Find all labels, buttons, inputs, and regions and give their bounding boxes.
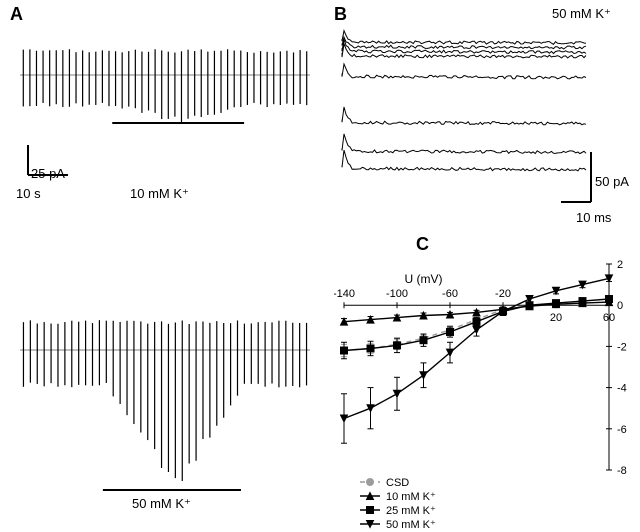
- scale-v-label-a: 25 pA: [31, 166, 65, 181]
- scale-h-label-a: 10 s: [16, 186, 41, 201]
- panel-b-header: 50 mM K⁺: [552, 6, 611, 22]
- svg-text:0: 0: [617, 300, 623, 312]
- bar-label-50k: 50 mM K⁺: [132, 496, 191, 512]
- svg-text:50 mM K⁺: 50 mM K⁺: [386, 519, 436, 530]
- svg-text:I/Cm (pA/pF): I/Cm (pA/pF): [632, 333, 634, 402]
- panel-b-traces: [336, 22, 636, 232]
- svg-text:-140: -140: [334, 288, 355, 300]
- svg-text:10 mM K⁺: 10 mM K⁺: [386, 491, 436, 503]
- panel-a-traces: [10, 20, 330, 530]
- svg-text:-6: -6: [617, 424, 627, 436]
- svg-text:25 mM K⁺: 25 mM K⁺: [386, 505, 436, 517]
- svg-text:-8: -8: [617, 465, 627, 477]
- svg-text:2: 2: [617, 259, 623, 271]
- svg-text:-60: -60: [442, 288, 458, 300]
- svg-text:20: 20: [550, 312, 562, 324]
- svg-text:-2: -2: [617, 341, 627, 353]
- svg-text:CSD: CSD: [386, 477, 409, 489]
- svg-text:U (mV): U (mV): [405, 272, 443, 286]
- panel-c-chart: -140-100-60-20206020-2-4-6-8U (mV)I/Cm (…: [334, 240, 634, 530]
- svg-text:60: 60: [603, 312, 615, 324]
- scale-v-label-b: 50 pA: [595, 174, 629, 189]
- bar-label-10k: 10 mM K⁺: [130, 186, 189, 202]
- scale-h-label-b: 10 ms: [576, 210, 611, 225]
- svg-text:-20: -20: [495, 288, 511, 300]
- svg-text:-100: -100: [386, 288, 408, 300]
- svg-text:-4: -4: [617, 383, 627, 395]
